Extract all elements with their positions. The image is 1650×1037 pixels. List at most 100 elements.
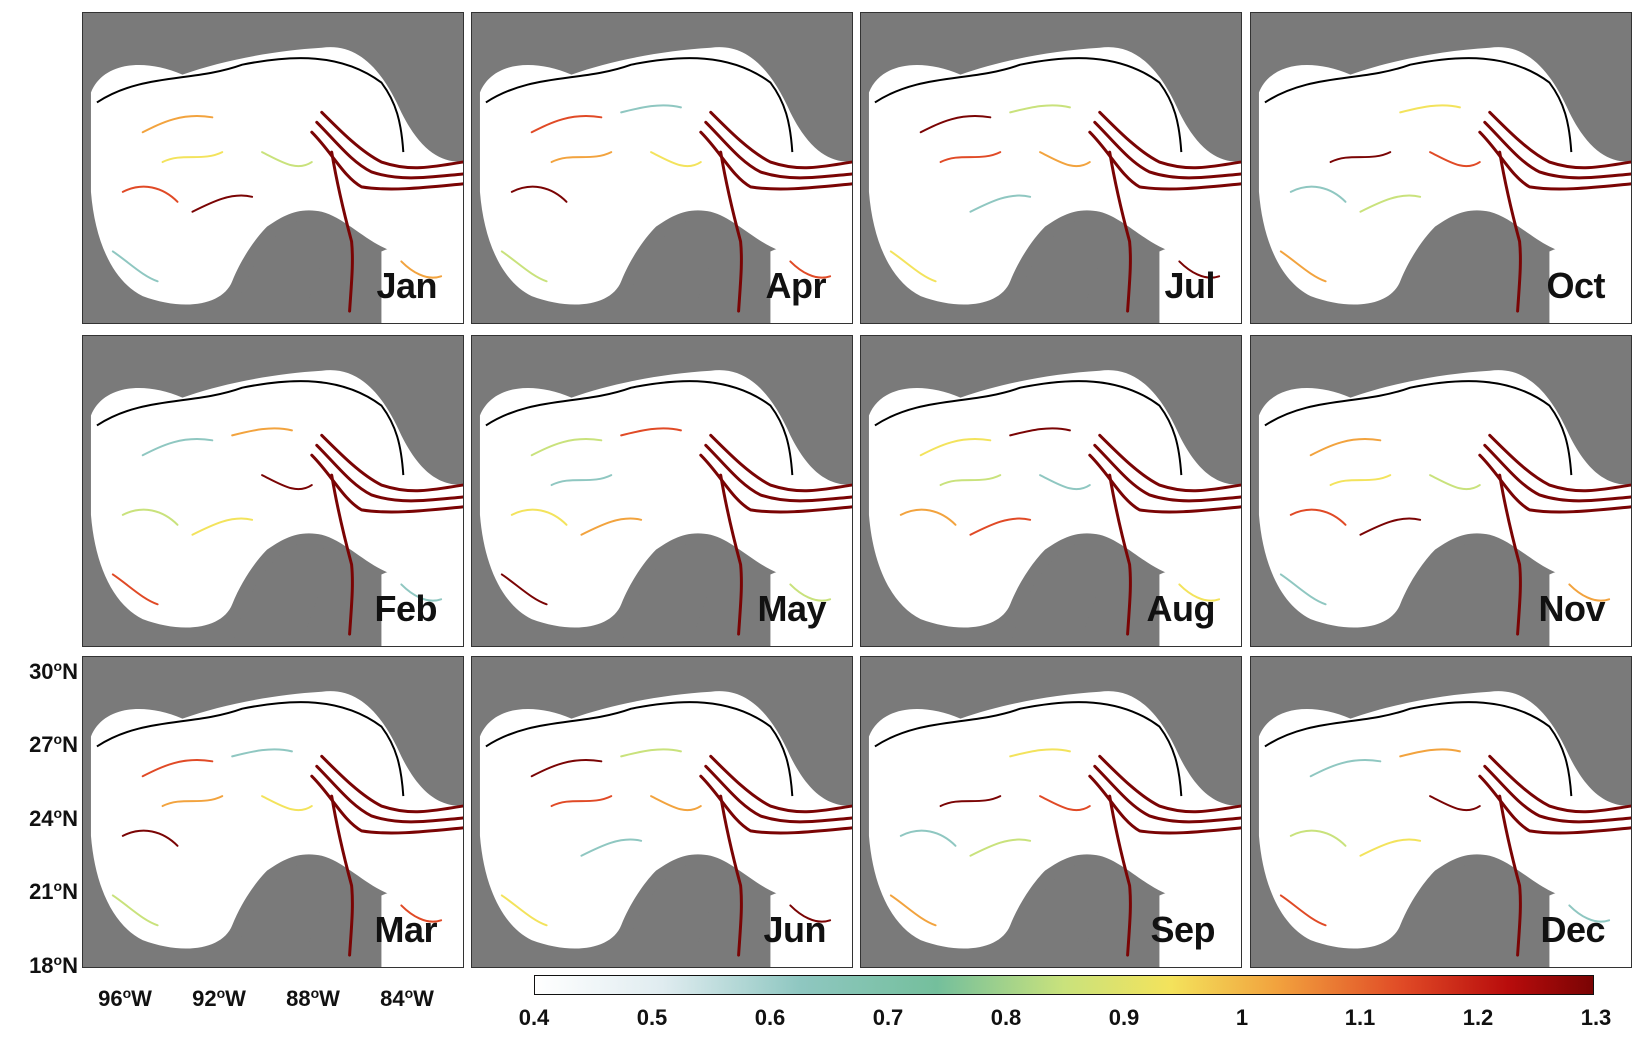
- streamline: [315, 120, 463, 180]
- streamline: [111, 573, 159, 606]
- streamline: [709, 110, 852, 170]
- streamline: [191, 194, 254, 213]
- streamline: [1039, 474, 1091, 491]
- streamline: [969, 194, 1032, 213]
- streamline: [699, 774, 852, 835]
- streamline: [1178, 904, 1221, 923]
- map-aug: [861, 336, 1241, 646]
- streamline: [500, 573, 548, 606]
- colorbar-tick-0.4: 0.4: [518, 1005, 550, 1030]
- streamline: [719, 794, 743, 957]
- streamline: [121, 829, 179, 847]
- streamline: [1478, 774, 1631, 835]
- streamline: [111, 250, 159, 283]
- x-tick-88w: 88oW: [286, 985, 340, 1011]
- yucatan-land: [1010, 541, 1105, 646]
- streamline: [1108, 473, 1132, 636]
- colorbar-tick-1.1: 1.1: [1344, 1005, 1376, 1030]
- depth-contour: [485, 380, 794, 476]
- gulf-ocean: [868, 47, 1241, 305]
- caribbean-ocean: [1549, 559, 1631, 646]
- y-tick-30n: 30oN: [29, 658, 78, 684]
- streamline: [1488, 110, 1631, 170]
- yucatan-land: [232, 862, 327, 967]
- colorbar-tick-0.9: 0.9: [1108, 1005, 1140, 1030]
- streamline: [530, 115, 603, 134]
- depth-contour: [874, 380, 1183, 476]
- caribbean-ocean: [381, 559, 463, 646]
- streamline: [899, 185, 957, 203]
- streamline: [191, 838, 254, 857]
- map-oct: [1251, 13, 1631, 323]
- depth-contour: [1264, 380, 1573, 476]
- yucatan-land: [1400, 862, 1495, 967]
- gulf-ocean: [868, 691, 1241, 949]
- colorbar-tick-1: 1: [1235, 1005, 1249, 1030]
- streamline: [330, 473, 354, 636]
- streamline: [1088, 130, 1241, 191]
- streamline: [1039, 151, 1091, 168]
- streamline: [919, 759, 992, 778]
- colorbar-tick-0.7: 0.7: [872, 1005, 904, 1030]
- caribbean-ocean: [1549, 880, 1631, 967]
- streamline: [919, 438, 992, 457]
- map-jun: [472, 657, 852, 967]
- streamline: [1093, 443, 1241, 503]
- streamline: [320, 433, 463, 493]
- streamline: [1478, 453, 1631, 514]
- streamline: [1088, 774, 1241, 835]
- caribbean-ocean: [770, 559, 852, 646]
- streamline: [191, 517, 254, 536]
- gulf-ocean: [1258, 691, 1631, 949]
- yucatan-land: [232, 541, 327, 646]
- streamline: [1488, 754, 1631, 814]
- streamline: [580, 517, 643, 536]
- caribbean-ocean: [1159, 236, 1241, 323]
- streamline: [1429, 151, 1481, 168]
- gulf-ocean: [479, 47, 852, 305]
- month-label-jan: Jan: [376, 265, 437, 306]
- streamline: [1483, 120, 1631, 180]
- streamline: [261, 151, 313, 168]
- month-label-jun: Jun: [763, 909, 826, 950]
- month-label-dec: Dec: [1540, 909, 1605, 950]
- gulf-ocean: [90, 691, 463, 949]
- x-tick-96w: 96oW: [98, 985, 152, 1011]
- map-panel-may: May: [471, 335, 853, 647]
- streamline: [1399, 104, 1461, 114]
- streamline: [1009, 427, 1071, 437]
- streamline: [121, 508, 179, 526]
- streamline: [1568, 583, 1611, 602]
- streamline: [1483, 443, 1631, 503]
- y-tick-21n: 21oN: [29, 878, 78, 904]
- streamline: [111, 894, 159, 927]
- streamline: [1399, 427, 1461, 437]
- yucatan-land: [1400, 541, 1495, 646]
- streamline: [899, 829, 957, 847]
- x-tick-84w: 84oW: [380, 985, 434, 1011]
- streamline: [1329, 795, 1392, 808]
- streamline: [1483, 764, 1631, 824]
- streamline: [310, 774, 463, 835]
- streamline: [510, 829, 568, 847]
- streamline: [320, 754, 463, 814]
- streamline: [1039, 795, 1091, 812]
- streamline: [1009, 748, 1071, 758]
- streamline: [1289, 185, 1347, 203]
- y-tick-18n: 18oN: [29, 952, 78, 978]
- streamline: [1098, 433, 1241, 493]
- month-label-nov: Nov: [1538, 588, 1605, 629]
- yucatan-land: [1400, 218, 1495, 323]
- streamline: [969, 517, 1032, 536]
- caribbean-ocean: [381, 880, 463, 967]
- map-panel-jul: Jul: [860, 12, 1242, 324]
- map-jul: [861, 13, 1241, 323]
- streamline: [919, 115, 992, 134]
- streamline: [1568, 260, 1611, 279]
- depth-contour: [96, 701, 405, 797]
- streamline: [231, 427, 293, 437]
- depth-contour: [96, 57, 405, 153]
- gulf-ocean: [868, 370, 1241, 628]
- depth-contour: [485, 57, 794, 153]
- streamline: [330, 150, 354, 313]
